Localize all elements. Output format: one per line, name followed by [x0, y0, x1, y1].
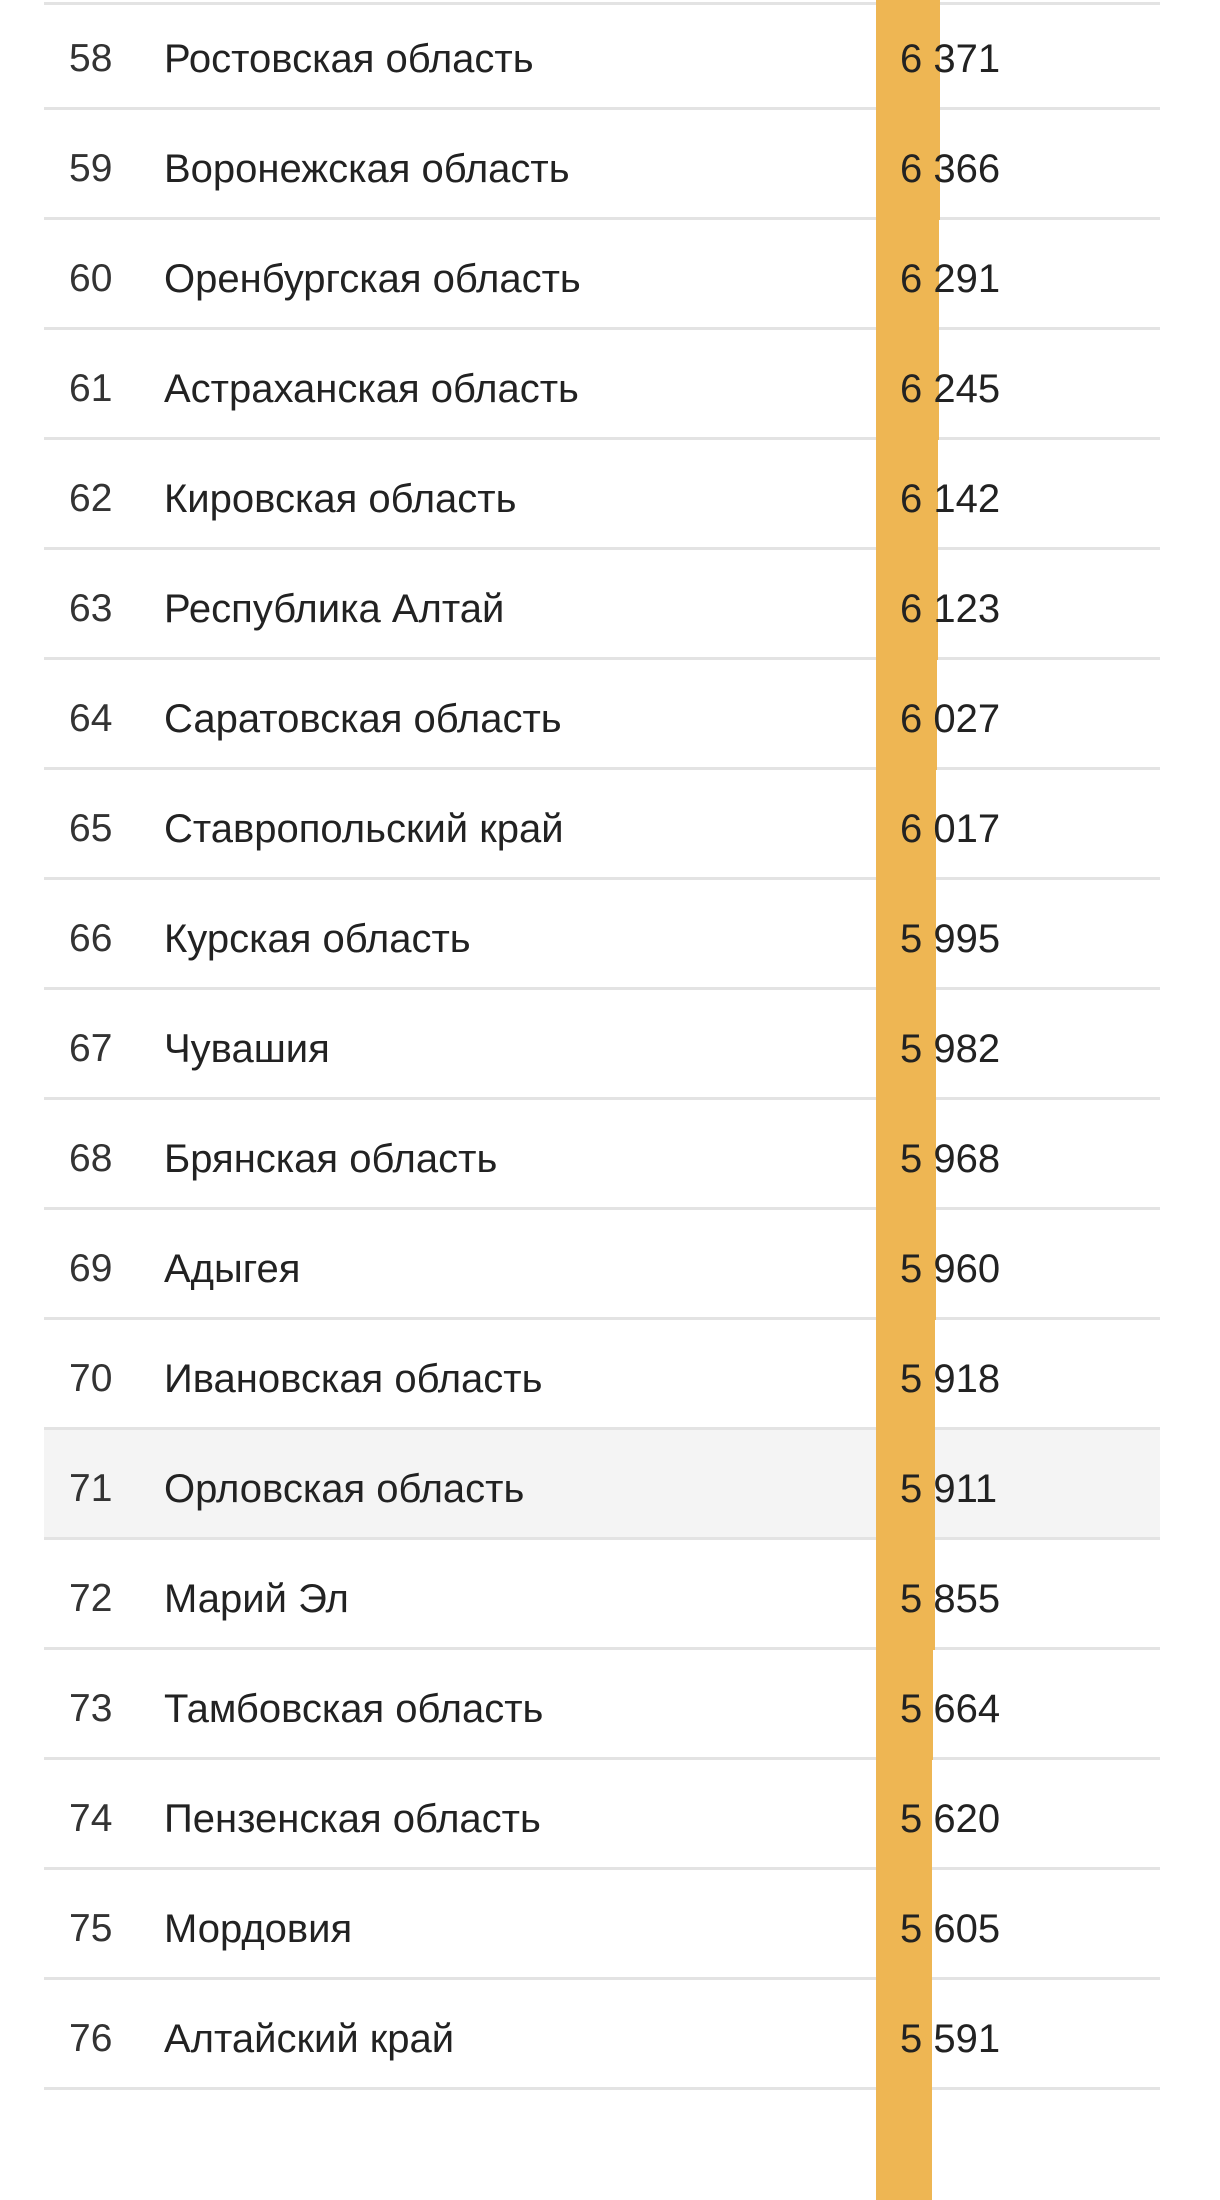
region-value: 5 968	[900, 1137, 1001, 1181]
region-value: 6 291	[900, 257, 1001, 301]
region-name: Марий Эл	[164, 1577, 349, 1621]
region-name: Ставропольский край	[164, 807, 564, 851]
region-name: Оренбургская область	[164, 257, 581, 301]
rank-number: 73	[69, 1687, 113, 1730]
region-value: 5 620	[900, 1797, 1001, 1841]
value-bar	[876, 1317, 935, 1430]
region-name: Мордовия	[164, 1907, 353, 1951]
table-row[interactable]: 70 Ивановская область 5 918	[44, 1317, 1160, 1430]
region-value: 6 027	[900, 697, 1001, 741]
region-value: 6 371	[900, 37, 1001, 81]
region-name: Адыгея	[164, 1247, 301, 1291]
value-bar	[876, 987, 936, 1100]
region-name: Ростовская область	[164, 37, 534, 81]
rank-number: 59	[69, 147, 113, 190]
rank-number: 75	[69, 1907, 113, 1950]
region-value: 5 918	[900, 1357, 1001, 1401]
region-value: 5 855	[900, 1577, 1001, 1621]
region-value: 6 017	[900, 807, 1001, 851]
rank-number: 76	[69, 2017, 113, 2060]
rank-number: 72	[69, 1577, 113, 1620]
value-bar	[876, 1867, 932, 1980]
rank-number: 67	[69, 1027, 113, 1070]
value-bar	[876, 107, 940, 220]
table-row[interactable]: 68 Брянская область 5 968	[44, 1097, 1160, 1210]
region-value: 5 960	[900, 1247, 1001, 1291]
table-row[interactable]: 59 Воронежская область 6 366	[44, 107, 1160, 220]
table-row[interactable]: 61 Астраханская область 6 245	[44, 327, 1160, 440]
value-bar	[876, 767, 936, 880]
ranking-table: 58 Ростовская область 6 371 59 Воронежск…	[44, 0, 1160, 2200]
rank-number: 61	[69, 367, 113, 410]
region-value: 5 605	[900, 1907, 1001, 1951]
table-row[interactable]: 67 Чувашия 5 982	[44, 987, 1160, 1100]
region-name: Саратовская область	[164, 697, 562, 741]
value-bar	[876, 657, 937, 770]
region-name: Астраханская область	[164, 367, 579, 411]
region-name: Тамбовская область	[164, 1687, 544, 1731]
table-row[interactable]: 64 Саратовская область 6 027	[44, 657, 1160, 770]
table-row[interactable]: 75 Мордовия 5 605	[44, 1867, 1160, 1980]
region-value: 6 366	[900, 147, 1001, 191]
rank-number: 70	[69, 1357, 113, 1400]
value-bar	[876, 877, 936, 990]
region-name: Воронежская область	[164, 147, 570, 191]
rank-number: 65	[69, 807, 113, 850]
region-name: Алтайский край	[164, 2017, 455, 2061]
region-name: Чувашия	[164, 1027, 330, 1071]
value-bar	[876, 327, 939, 440]
table-row[interactable]: 58 Ростовская область 6 371	[44, 0, 1160, 110]
value-bar	[876, 1427, 935, 1540]
region-name: Ивановская область	[164, 1357, 543, 1401]
value-bar	[876, 1537, 935, 1650]
region-value: 5 995	[900, 917, 1001, 961]
table-row-partial	[44, 2087, 1160, 2200]
rank-number: 74	[69, 1797, 113, 1840]
region-value: 6 123	[900, 587, 1001, 631]
rank-number: 60	[69, 257, 113, 300]
rank-number: 71	[69, 1467, 113, 1510]
rank-number: 69	[69, 1247, 113, 1290]
rank-number: 63	[69, 587, 113, 630]
table-row[interactable]: 74 Пензенская область 5 620	[44, 1757, 1160, 1870]
table-row[interactable]: 69 Адыгея 5 960	[44, 1207, 1160, 1320]
value-bar	[876, 1207, 936, 1320]
value-bar	[876, 0, 940, 110]
table-row[interactable]: 62 Кировская область 6 142	[44, 437, 1160, 550]
table-top-border	[44, 2, 1160, 5]
region-name: Курская область	[164, 917, 471, 961]
region-name: Орловская область	[164, 1467, 525, 1511]
table-row[interactable]: 60 Оренбургская область 6 291	[44, 217, 1160, 330]
table-row-highlighted[interactable]: 71 Орловская область 5 911	[44, 1427, 1160, 1540]
rank-number: 68	[69, 1137, 113, 1180]
region-name: Республика Алтай	[164, 587, 505, 631]
region-name: Брянская область	[164, 1137, 498, 1181]
rank-number: 66	[69, 917, 113, 960]
region-value: 5 591	[900, 2017, 1001, 2061]
value-bar	[876, 1097, 936, 1210]
value-bar	[876, 1977, 932, 2090]
value-bar	[876, 437, 938, 550]
region-value: 6 142	[900, 477, 1001, 521]
value-bar	[876, 2087, 932, 2200]
table-row[interactable]: 66 Курская область 5 995	[44, 877, 1160, 990]
value-bar	[876, 1647, 933, 1760]
table-row[interactable]: 63 Республика Алтай 6 123	[44, 547, 1160, 660]
value-bar	[876, 547, 938, 660]
region-name: Пензенская область	[164, 1797, 541, 1841]
value-bar	[876, 1757, 932, 1870]
region-name: Кировская область	[164, 477, 517, 521]
table-row[interactable]: 65 Ставропольский край 6 017	[44, 767, 1160, 880]
rank-number: 64	[69, 697, 113, 740]
rank-number: 58	[69, 37, 113, 80]
region-value: 5 982	[900, 1027, 1001, 1071]
table-row[interactable]: 76 Алтайский край 5 591	[44, 1977, 1160, 2090]
table-row[interactable]: 72 Марий Эл 5 855	[44, 1537, 1160, 1650]
region-value: 6 245	[900, 367, 1001, 411]
region-value: 5 664	[900, 1687, 1001, 1731]
region-value: 5 911	[900, 1467, 998, 1511]
table-row[interactable]: 73 Тамбовская область 5 664	[44, 1647, 1160, 1760]
rank-number: 62	[69, 477, 113, 520]
value-bar	[876, 217, 939, 330]
